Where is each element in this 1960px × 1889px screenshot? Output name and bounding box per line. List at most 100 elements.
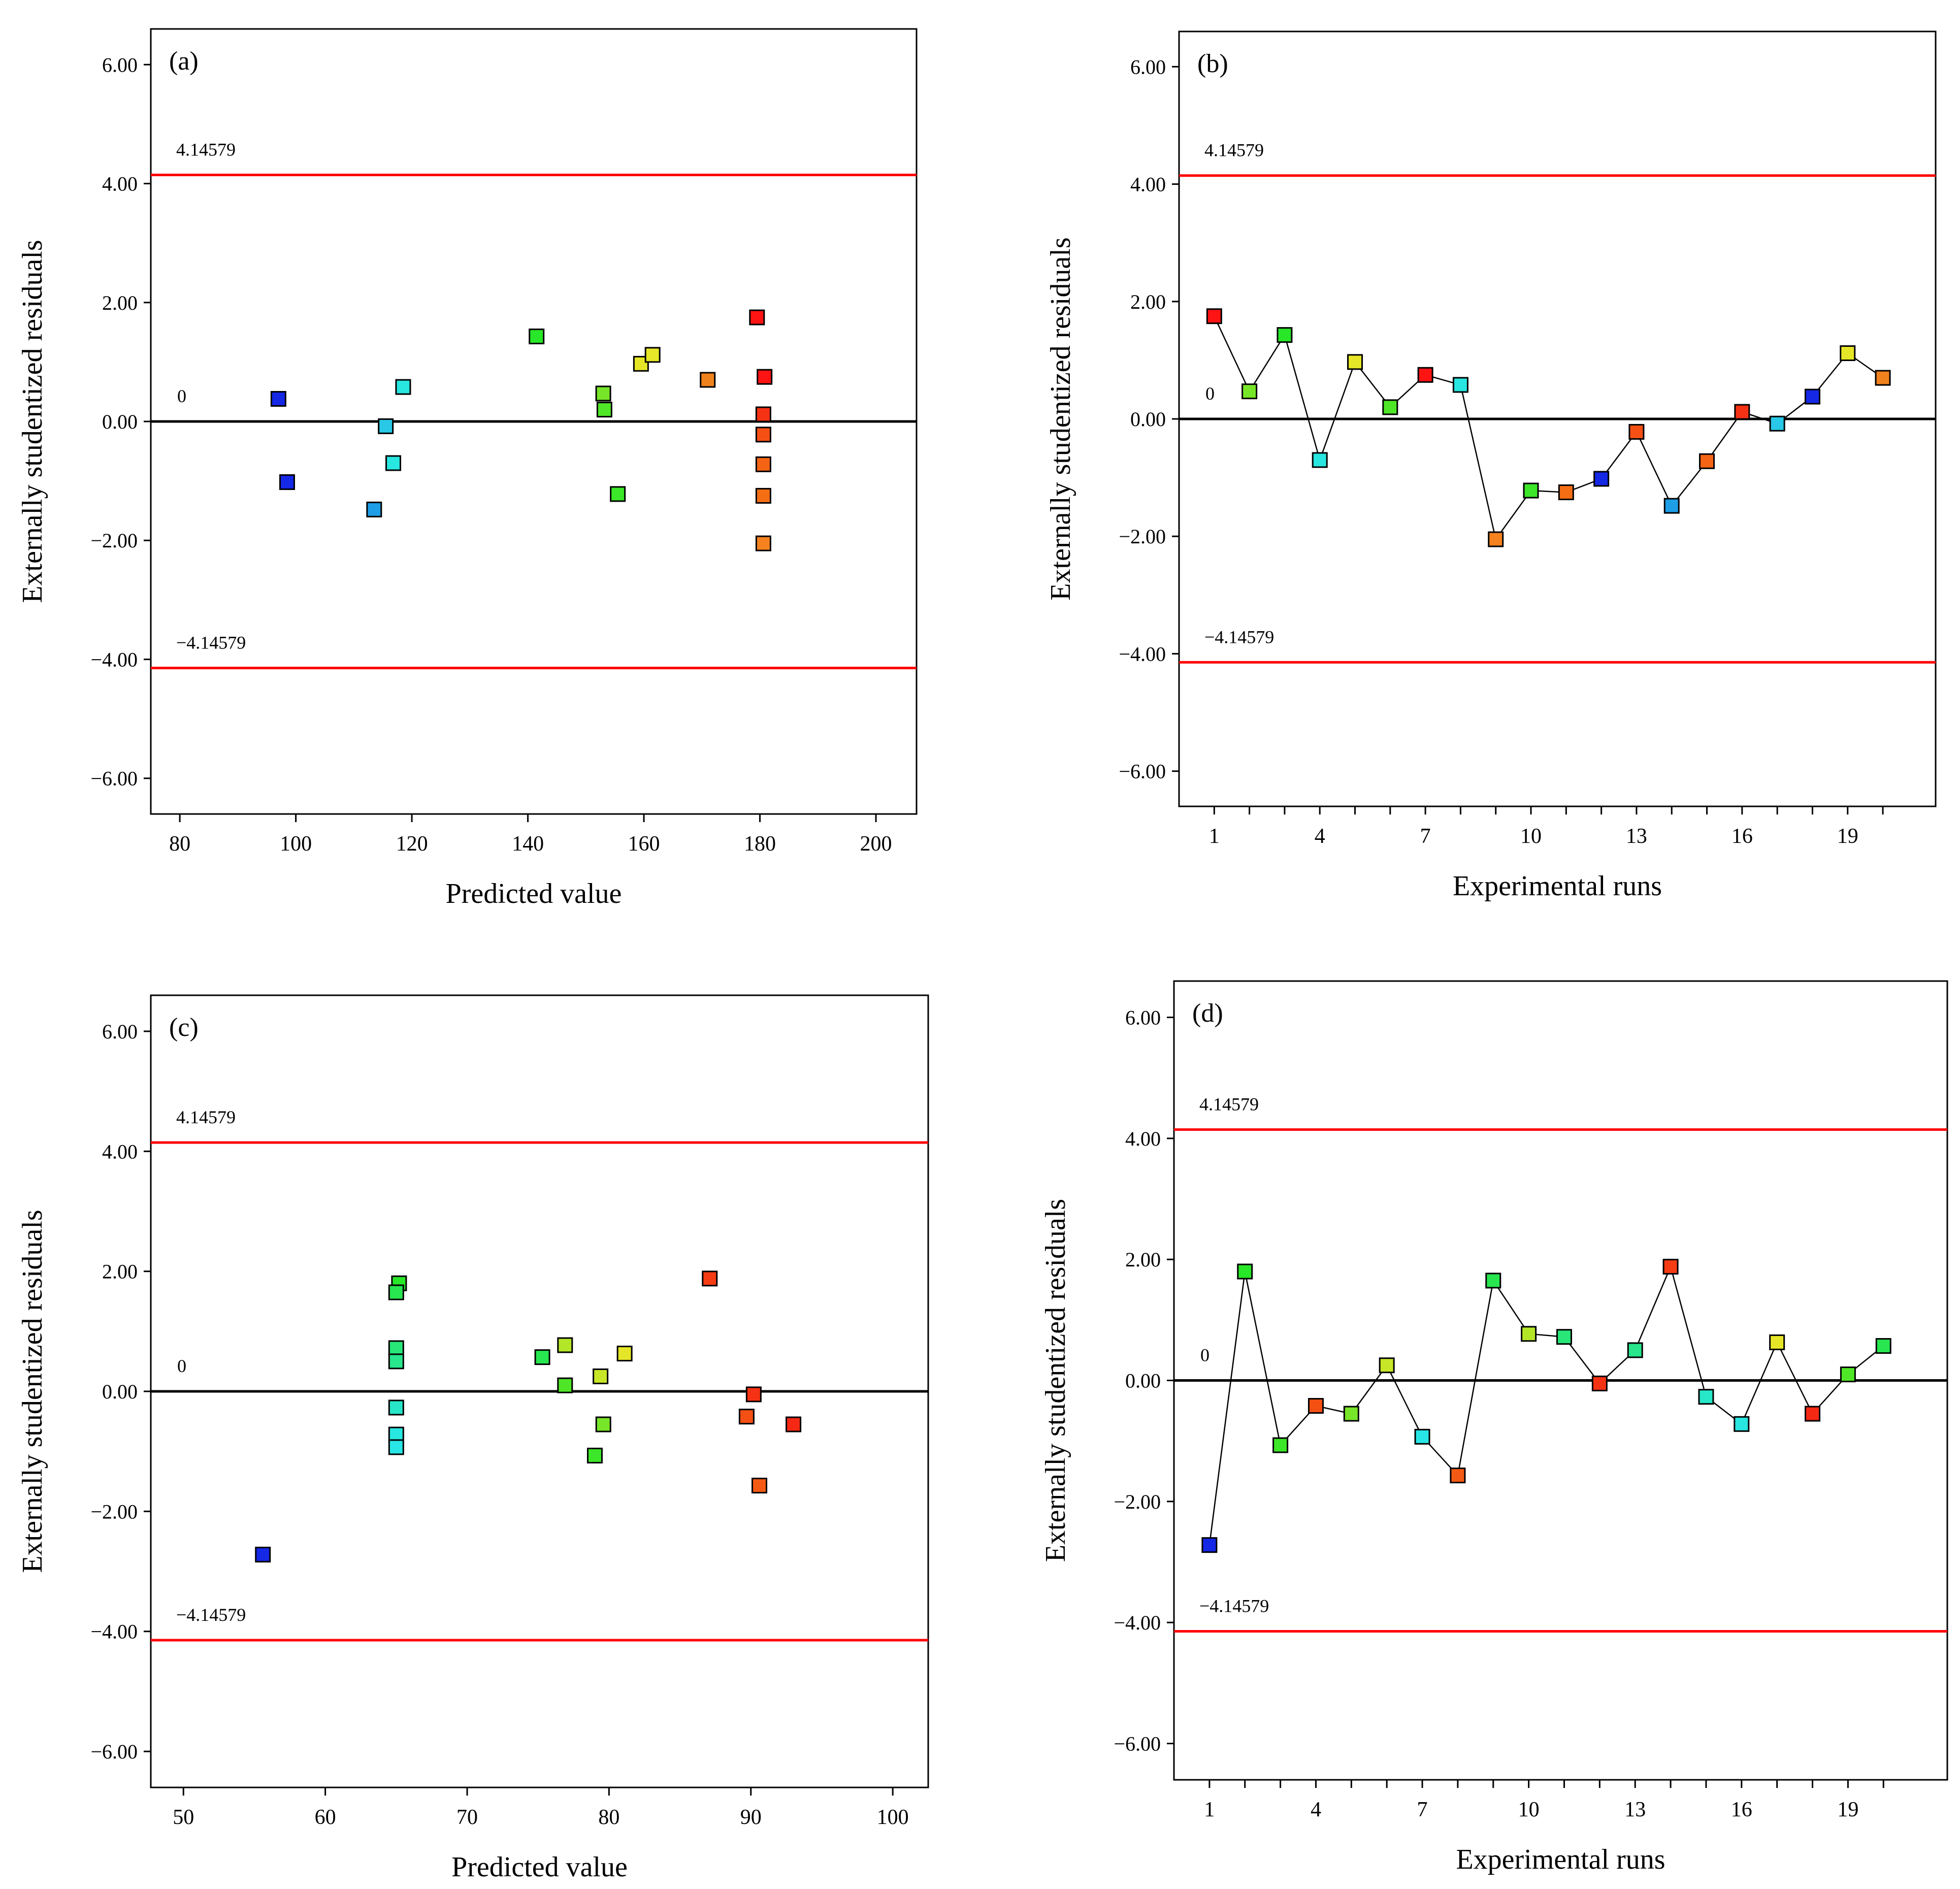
data-point — [755, 535, 771, 551]
x-tick-label: 140 — [512, 832, 544, 856]
data-point — [752, 1478, 768, 1494]
data-point — [1277, 327, 1293, 343]
x-tick-label: 19 — [1837, 1798, 1858, 1821]
x-tick-label: 50 — [173, 1806, 194, 1829]
y-tick-label: −6.00 — [1119, 760, 1166, 783]
y-tick-label: 6.00 — [1125, 1006, 1161, 1029]
data-point — [1840, 1366, 1856, 1383]
data-point — [1485, 1273, 1501, 1289]
data-point — [1312, 452, 1328, 468]
y-axis-title: Externally studentized residuals — [17, 240, 48, 603]
data-point — [1593, 471, 1610, 487]
data-point — [1662, 1258, 1679, 1275]
zero-label: 0 — [177, 386, 186, 406]
panel-label: (b) — [1197, 49, 1228, 78]
data-point — [378, 418, 394, 434]
y-tick-label: −4.00 — [90, 648, 138, 671]
x-tick-label: 7 — [1420, 825, 1431, 848]
data-point — [388, 1439, 404, 1455]
data-point — [1237, 1263, 1253, 1280]
y-tick-label: −2.00 — [1119, 525, 1166, 548]
y-tick-label: 4.00 — [102, 1140, 138, 1163]
data-point — [1627, 1342, 1643, 1358]
data-point — [700, 372, 716, 388]
zero-label: 0 — [1205, 383, 1215, 404]
x-tick-label: 60 — [315, 1806, 336, 1829]
data-point — [786, 1416, 802, 1432]
data-point — [755, 456, 771, 472]
data-point — [1206, 308, 1222, 324]
data-point — [749, 309, 765, 325]
x-tick-label: 80 — [169, 832, 190, 856]
x-tick-label: 19 — [1837, 825, 1858, 848]
x-axis-title: Experimental runs — [1453, 870, 1662, 902]
data-point — [388, 1284, 404, 1300]
data-point — [388, 1353, 404, 1370]
y-tick-label: 6.00 — [102, 53, 138, 76]
data-point — [755, 487, 771, 504]
x-tick-label: 80 — [598, 1806, 619, 1829]
data-point — [1558, 484, 1574, 501]
y-axis-title: Externally studentized residuals — [1040, 1199, 1071, 1562]
data-point — [388, 1340, 404, 1356]
data-point — [616, 1346, 633, 1362]
y-tick-label: 0.00 — [1125, 1370, 1161, 1392]
data-point — [1272, 1437, 1289, 1453]
data-point — [1242, 383, 1258, 400]
data-point — [1417, 367, 1433, 383]
x-tick-label: 7 — [1417, 1798, 1428, 1821]
upper-limit-label: 4.14579 — [1199, 1094, 1259, 1114]
x-tick-label: 180 — [744, 832, 776, 856]
y-tick-label: −2.00 — [1114, 1490, 1161, 1513]
data-point — [702, 1271, 718, 1287]
lower-limit-label: −4.14579 — [176, 1605, 246, 1625]
data-point — [1628, 424, 1645, 440]
x-tick-label: 1 — [1209, 825, 1220, 848]
data-point — [1521, 1326, 1537, 1342]
y-tick-label: 2.00 — [1130, 290, 1166, 313]
data-point — [755, 427, 771, 443]
y-tick-label: −2.00 — [90, 529, 138, 552]
y-tick-label: −6.00 — [1114, 1733, 1161, 1755]
zero-label: 0 — [177, 1356, 186, 1376]
y-tick-label: −6.00 — [90, 1740, 138, 1763]
data-point — [1450, 1468, 1466, 1484]
upper-limit-label: 4.14579 — [176, 1107, 236, 1127]
data-point — [745, 1386, 762, 1403]
data-point — [595, 1416, 611, 1432]
x-axis-title: Predicted value — [451, 1851, 628, 1883]
y-tick-label: −4.00 — [90, 1620, 138, 1643]
y-tick-label: −6.00 — [90, 767, 138, 790]
data-point — [534, 1349, 550, 1365]
data-point — [1343, 1406, 1359, 1422]
panel-label: (a) — [169, 47, 199, 76]
y-tick-label: 4.00 — [1130, 173, 1166, 196]
data-point — [1663, 498, 1680, 514]
data-point — [644, 347, 661, 363]
data-point — [1347, 354, 1363, 370]
data-point — [1382, 399, 1398, 415]
y-tick-label: 0.00 — [1130, 408, 1166, 431]
data-point — [270, 390, 286, 407]
x-tick-label: 13 — [1626, 825, 1647, 848]
data-point — [1556, 1329, 1572, 1345]
data-point — [1769, 1334, 1785, 1350]
x-tick-label: 120 — [396, 832, 428, 856]
x-axis-title: Predicted value — [446, 878, 622, 909]
data-point — [1875, 370, 1891, 386]
y-tick-label: −4.00 — [1119, 642, 1166, 665]
data-point — [586, 1447, 603, 1463]
y-axis-title: Externally studentized residuals — [1045, 237, 1076, 600]
x-tick-label: 200 — [860, 832, 892, 856]
lower-limit-label: −4.14579 — [1199, 1596, 1269, 1616]
upper-limit-label: 4.14579 — [1204, 140, 1264, 160]
x-axis-title: Experimental runs — [1456, 1844, 1665, 1875]
y-tick-label: 2.00 — [1125, 1248, 1161, 1271]
data-point — [1805, 1406, 1821, 1422]
x-tick-label: 4 — [1311, 1798, 1321, 1821]
lower-limit-label: −4.14579 — [1204, 627, 1274, 647]
x-tick-label: 160 — [628, 832, 660, 856]
y-tick-label: −2.00 — [90, 1500, 138, 1523]
upper-limit-label: 4.14579 — [176, 139, 236, 159]
